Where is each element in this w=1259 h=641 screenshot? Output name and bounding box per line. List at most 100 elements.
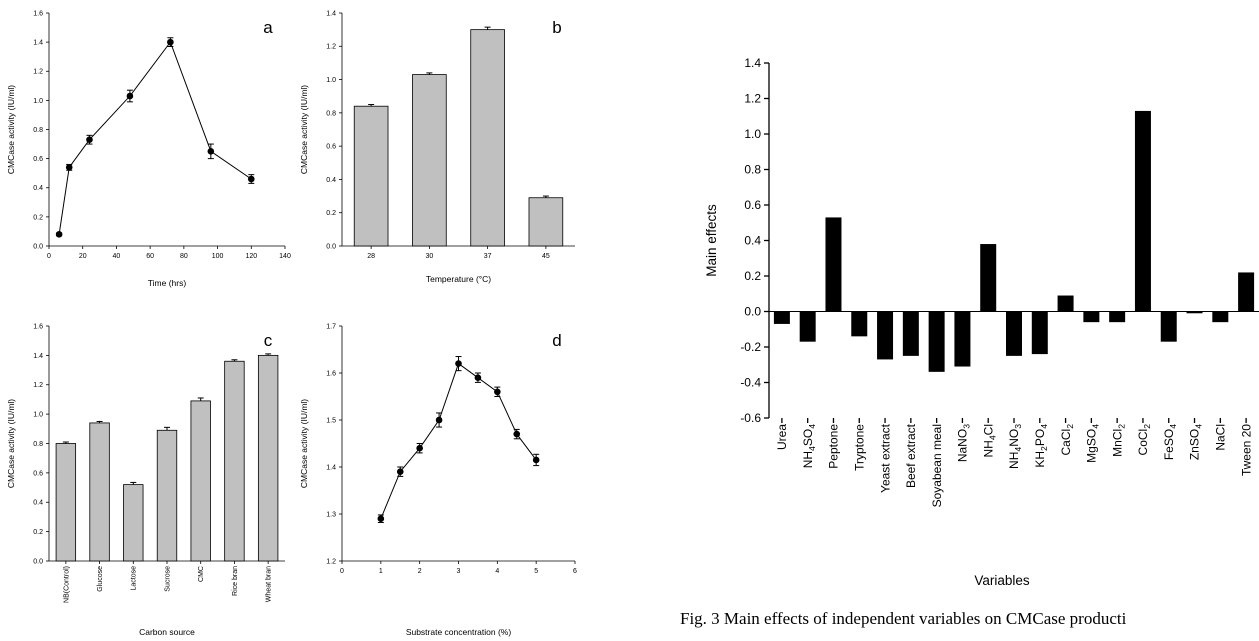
- figure-caption: Fig. 3 Main effects of independent varia…: [680, 609, 1127, 628]
- panel-b-y-tick-label: 0.4: [326, 177, 336, 184]
- panel-a-y-axis-label: CMCase activity (IU/ml): [6, 85, 16, 174]
- effects-category-label: Urea: [775, 424, 789, 450]
- panel-d-y-tick-label: 1.7: [326, 323, 336, 330]
- effects-bar: [1134, 110, 1151, 312]
- panel-d-y-tick-label: 1.3: [326, 511, 336, 518]
- panel-b-bar: [353, 105, 389, 247]
- panel-a-y-tick-label: 0.2: [33, 214, 43, 221]
- effects-label-part: NO: [1007, 429, 1021, 447]
- panel-d-x-axis-label: Substrate concentration (%): [406, 627, 512, 637]
- panel-c-bar: [190, 400, 211, 562]
- panel-a-x-tick-label: 140: [279, 253, 291, 260]
- effects-label-part: SO: [801, 429, 815, 446]
- panel-a-x-tick-label: 40: [113, 253, 121, 260]
- panel-a-y-tick-label: 1.4: [33, 40, 43, 47]
- panel-c-y-tick-label: 1.0: [33, 412, 43, 419]
- panel-c-bar: [89, 422, 110, 562]
- effects-category-label: Peptone: [827, 424, 841, 469]
- panel-d-data-point: [435, 416, 443, 424]
- panel-d-y-axis-label: CMCase activity (IU/ml): [299, 399, 309, 488]
- effects-bar: [1212, 311, 1229, 323]
- panel-b-y-tick-label: 1.2: [326, 44, 336, 51]
- effects-y-tick-label: -0.2: [740, 340, 761, 354]
- effects-category-label: CoCl2: [1136, 424, 1152, 456]
- effects-label-subscript: 3: [962, 424, 972, 429]
- panel-b-category-label: 28: [367, 253, 375, 260]
- effects-y-tick-label: 0.4: [744, 234, 761, 248]
- effects-bar: [877, 311, 894, 360]
- effects-y-tick-label: 0.8: [744, 163, 761, 177]
- effects-x-axis-label: Variables: [974, 573, 1030, 588]
- panel-a-data-point: [55, 231, 63, 238]
- effects-label-subscript: 2: [1116, 424, 1126, 429]
- effects-label-part: KH: [1033, 451, 1047, 468]
- panel-c-category-label: Sucrose: [164, 566, 171, 592]
- effects-y-tick-label: 1.0: [744, 127, 761, 141]
- effects-category-label: Beef extract: [904, 423, 918, 488]
- panel-c-y-tick-label: 0.2: [33, 529, 43, 536]
- effects-category-label: MnCl2: [1110, 424, 1126, 457]
- panel-a-data-point: [126, 92, 134, 100]
- panel-c-category-label: NB(Control): [63, 566, 70, 603]
- effects-label-subscript: 4: [807, 446, 817, 451]
- effects-label-part: ZnSO: [1188, 429, 1202, 460]
- effects-label-subscript: 4: [1091, 424, 1101, 429]
- panel-d-data-point: [513, 430, 521, 438]
- panel-b-category-label: 45: [542, 253, 550, 260]
- effects-label-part: Tween 20: [1239, 424, 1253, 476]
- panel-c-y-tick-label: 1.6: [33, 323, 43, 330]
- panel-a-y-tick-label: 0.0: [33, 243, 43, 250]
- panel-d-y-tick-label: 1.4: [326, 464, 336, 471]
- panel-b-bar: [470, 29, 505, 247]
- panel-a-x-tick-label: 100: [212, 253, 224, 260]
- effects-label-subscript: 4: [987, 435, 997, 440]
- effects-label-part: NH: [981, 440, 995, 457]
- effects-label-part: NaNO: [956, 429, 970, 462]
- panel-d-data-point: [396, 468, 404, 476]
- panel-a-x-tick-label: 60: [146, 253, 154, 260]
- panel-a-data-point: [167, 38, 174, 46]
- panel-d-data-point: [377, 515, 385, 522]
- panel-d-x-tick-label: 5: [534, 568, 538, 575]
- panel-b-category-label: 37: [484, 253, 492, 260]
- effects-label-subscript: 4: [1194, 424, 1204, 429]
- effects-label-subscript: 4: [807, 424, 817, 429]
- panel-d-series-line: [380, 362, 537, 519]
- panel-c-y-axis-label: CMCase activity (IU/ml): [6, 399, 16, 488]
- effects-category-label: MgSO4: [1085, 424, 1101, 463]
- effects-label-subscript: 3: [1013, 424, 1023, 429]
- panel-b-panel-letter: b: [552, 18, 561, 37]
- panel-d-data-point: [474, 374, 482, 382]
- effects-category-label: ZnSO4: [1188, 424, 1204, 460]
- panel-c-x-axis-label: Carbon source: [139, 627, 195, 637]
- effects-category-label: Yeast extract: [878, 423, 892, 493]
- effects-label-subscript: 2: [1065, 424, 1075, 429]
- panel-b-y-tick-label: 1.4: [326, 10, 336, 17]
- panel-a-y-tick-label: 1.0: [33, 98, 43, 105]
- effects-bar: [1031, 311, 1048, 355]
- panel-c-y-tick-label: 0.8: [33, 441, 43, 448]
- panel-d-y-tick-label: 1.5: [326, 417, 336, 424]
- effects-y-tick-label: 0.2: [744, 269, 761, 283]
- panel-b-y-tick-label: 0.8: [326, 110, 336, 117]
- panel-b-bar: [412, 74, 447, 247]
- panel-c-panel-letter: c: [264, 331, 273, 350]
- effects-label-part: FeSO: [1162, 429, 1176, 460]
- panel-c-category-label: CMC: [198, 566, 205, 582]
- effects-label-subscript: 2: [1039, 446, 1049, 451]
- panel-a-y-tick-label: 0.6: [33, 156, 43, 163]
- panel-a-x-tick-label: 0: [47, 253, 51, 260]
- panel-b-y-tick-label: 0.6: [326, 144, 336, 151]
- effects-bar: [928, 311, 945, 372]
- effects-label-part: MgSO: [1085, 429, 1099, 463]
- panel-c-bar: [123, 484, 144, 562]
- panel-d-x-tick-label: 6: [573, 568, 577, 575]
- effects-y-tick-label: -0.6: [740, 411, 761, 425]
- panel-a-y-tick-label: 1.6: [33, 10, 43, 17]
- effects-y-tick-label: 0.6: [744, 198, 761, 212]
- effects-label-part: Yeast extract: [878, 423, 892, 493]
- panel-c-bar: [55, 443, 77, 562]
- panel-c-y-tick-label: 0.4: [33, 500, 43, 507]
- panel-b-x-axis-label: Temperature (°C): [426, 274, 491, 284]
- effects-y-tick-label: -0.4: [740, 376, 761, 390]
